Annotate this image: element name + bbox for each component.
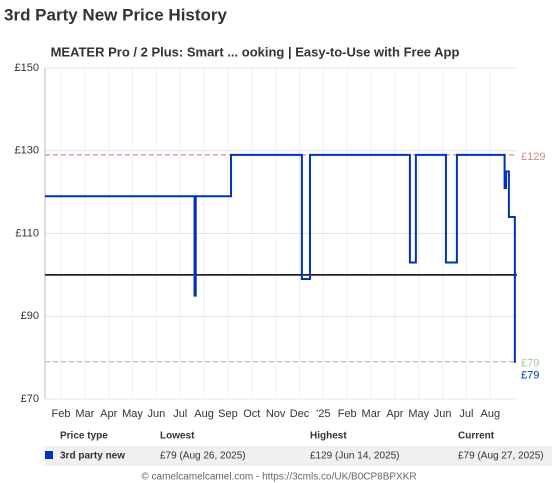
table-cell: £129 (Jun 14, 2025) [310,451,400,462]
x-tick-label: May [408,408,429,420]
reference-label: £129 [521,151,545,163]
x-tick-label: Jun [434,408,452,420]
x-tick-label: Mar [75,408,94,420]
page-title: 3rd Party New Price History [4,5,228,24]
x-tick-label: Mar [362,408,381,420]
table-cell: £79 (Aug 26, 2025) [160,451,246,462]
x-tick-label: Dec [290,408,310,420]
x-tick-label: Nov [266,408,286,420]
y-tick-label: £70 [21,393,39,405]
x-tick-label: Feb [338,408,357,420]
y-tick-label: £110 [15,227,39,239]
y-tick-label: £130 [15,145,39,157]
x-tick-label: Jul [173,408,187,420]
x-tick-label: Feb [51,408,70,420]
y-tick-label: £90 [21,310,39,322]
x-tick-label: Oct [243,408,260,420]
table-cell: 3rd party new [60,451,125,462]
footer: © camelcamelcamel.com - https://3cmls.co… [141,472,416,483]
end-label: £79 [521,370,539,382]
x-tick-label: Sep [218,408,238,420]
chart-title: MEATER Pro / 2 Plus: Smart ... ooking | … [51,44,460,59]
x-tick-label: Aug [194,408,214,420]
legend-swatch [45,451,53,459]
x-tick-label: Jul [459,408,473,420]
x-tick-label: Jun [148,408,166,420]
table-header: Highest [310,431,347,442]
table-cell: £79 (Aug 27, 2025) [458,451,544,462]
x-tick-label: Apr [386,408,403,420]
x-tick-label: May [122,408,143,420]
price-line [45,153,517,363]
table-header: Current [458,431,495,442]
reference-label: £79 [521,358,539,370]
y-tick-label: £150 [15,62,39,74]
x-tick-label: Aug [480,408,500,420]
x-tick-label: Apr [100,408,117,420]
table-header: Lowest [160,431,195,442]
table-header: Price type [60,431,108,442]
x-tick-label: '25 [316,408,330,420]
table-row-bg [45,446,552,466]
